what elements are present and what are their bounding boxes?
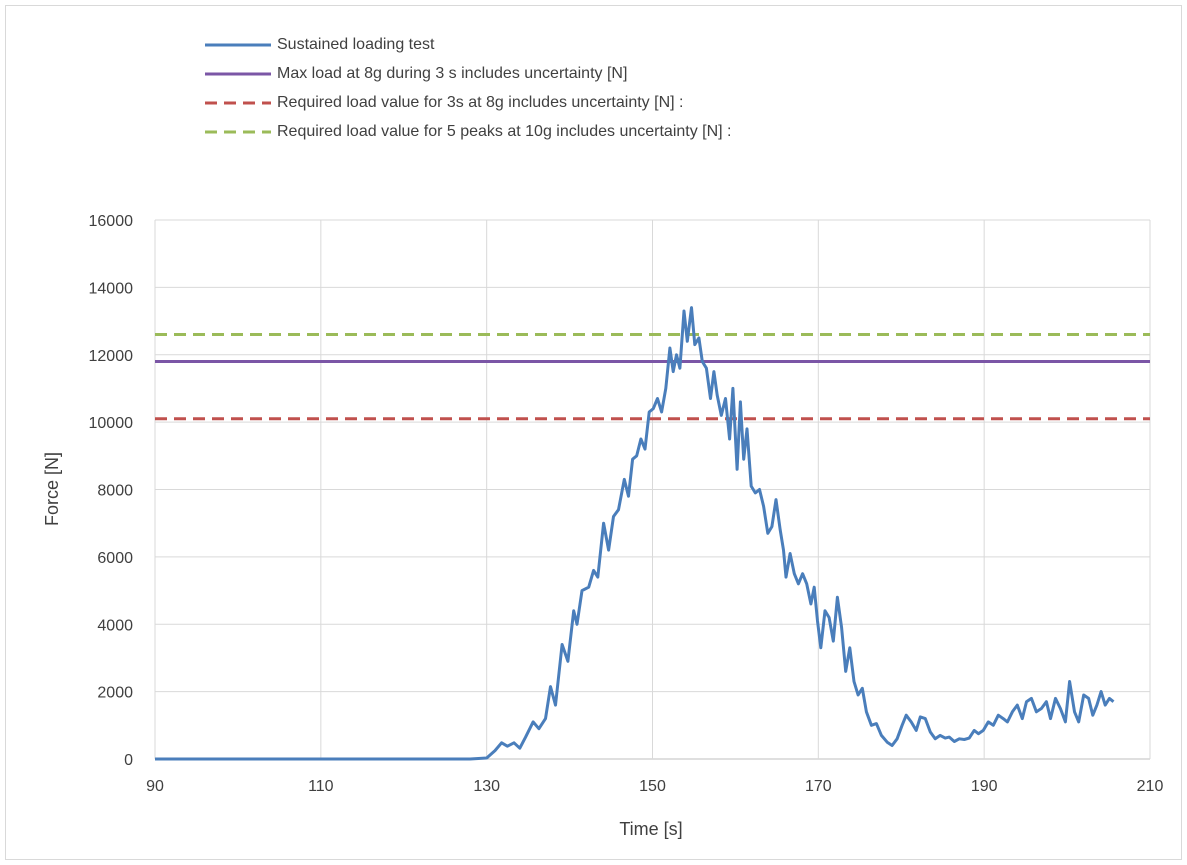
legend-label-required-10g: Required load value for 5 peaks at 10g i… (277, 122, 732, 140)
x-tick-label: 90 (146, 778, 164, 795)
y-tick-label: 14000 (89, 280, 134, 297)
chart-frame (5, 5, 1182, 860)
legend-label-sustained: Sustained loading test (277, 35, 435, 53)
y-axis-title: Force [N] (42, 452, 62, 526)
x-axis-ticks: 90 110 130 150 170 190 210 (146, 778, 1163, 795)
legend-item-required-10g[interactable]: Required load value for 5 peaks at 10g i… (205, 117, 732, 146)
x-tick-label: 110 (308, 778, 334, 795)
series-line-sustained-loading (155, 306, 1115, 761)
x-axis-title: Time [s] (619, 819, 682, 839)
data-series (155, 306, 1115, 761)
legend-label-required-8g: Required load value for 3s at 8g include… (277, 93, 684, 111)
y-tick-label: 8000 (97, 483, 133, 500)
x-tick-label: 130 (473, 778, 500, 795)
legend-item-max-load[interactable]: Max load at 8g during 3 s includes uncer… (205, 59, 732, 88)
y-tick-label: 2000 (97, 685, 133, 702)
reference-lines (155, 333, 1150, 421)
legend-swatch-required-10g (205, 125, 271, 139)
y-tick-label: 16000 (89, 213, 134, 230)
y-tick-label: 12000 (89, 348, 134, 365)
legend-item-sustained[interactable]: Sustained loading test (205, 30, 732, 59)
legend-item-required-8g[interactable]: Required load value for 3s at 8g include… (205, 88, 732, 117)
y-tick-label: 6000 (97, 550, 133, 567)
legend-swatch-max-load (205, 67, 271, 81)
x-tick-label: 210 (1137, 778, 1164, 795)
x-tick-label: 190 (971, 778, 998, 795)
y-axis-ticks: 0 2000 4000 6000 8000 10000 12000 14000 16000 (89, 213, 134, 769)
x-tick-label: 170 (805, 778, 832, 795)
y-tick-label: 4000 (97, 617, 133, 634)
y-tick-label: 0 (124, 752, 133, 769)
gridlines (154, 219, 1151, 760)
legend-swatch-sustained (205, 38, 271, 52)
chart-legend: Sustained loading test Max load at 8g du… (205, 30, 732, 146)
y-tick-label: 10000 (89, 415, 134, 432)
legend-swatch-required-8g (205, 96, 271, 110)
legend-label-max-load: Max load at 8g during 3 s includes uncer… (277, 64, 628, 82)
x-tick-label: 150 (639, 778, 666, 795)
